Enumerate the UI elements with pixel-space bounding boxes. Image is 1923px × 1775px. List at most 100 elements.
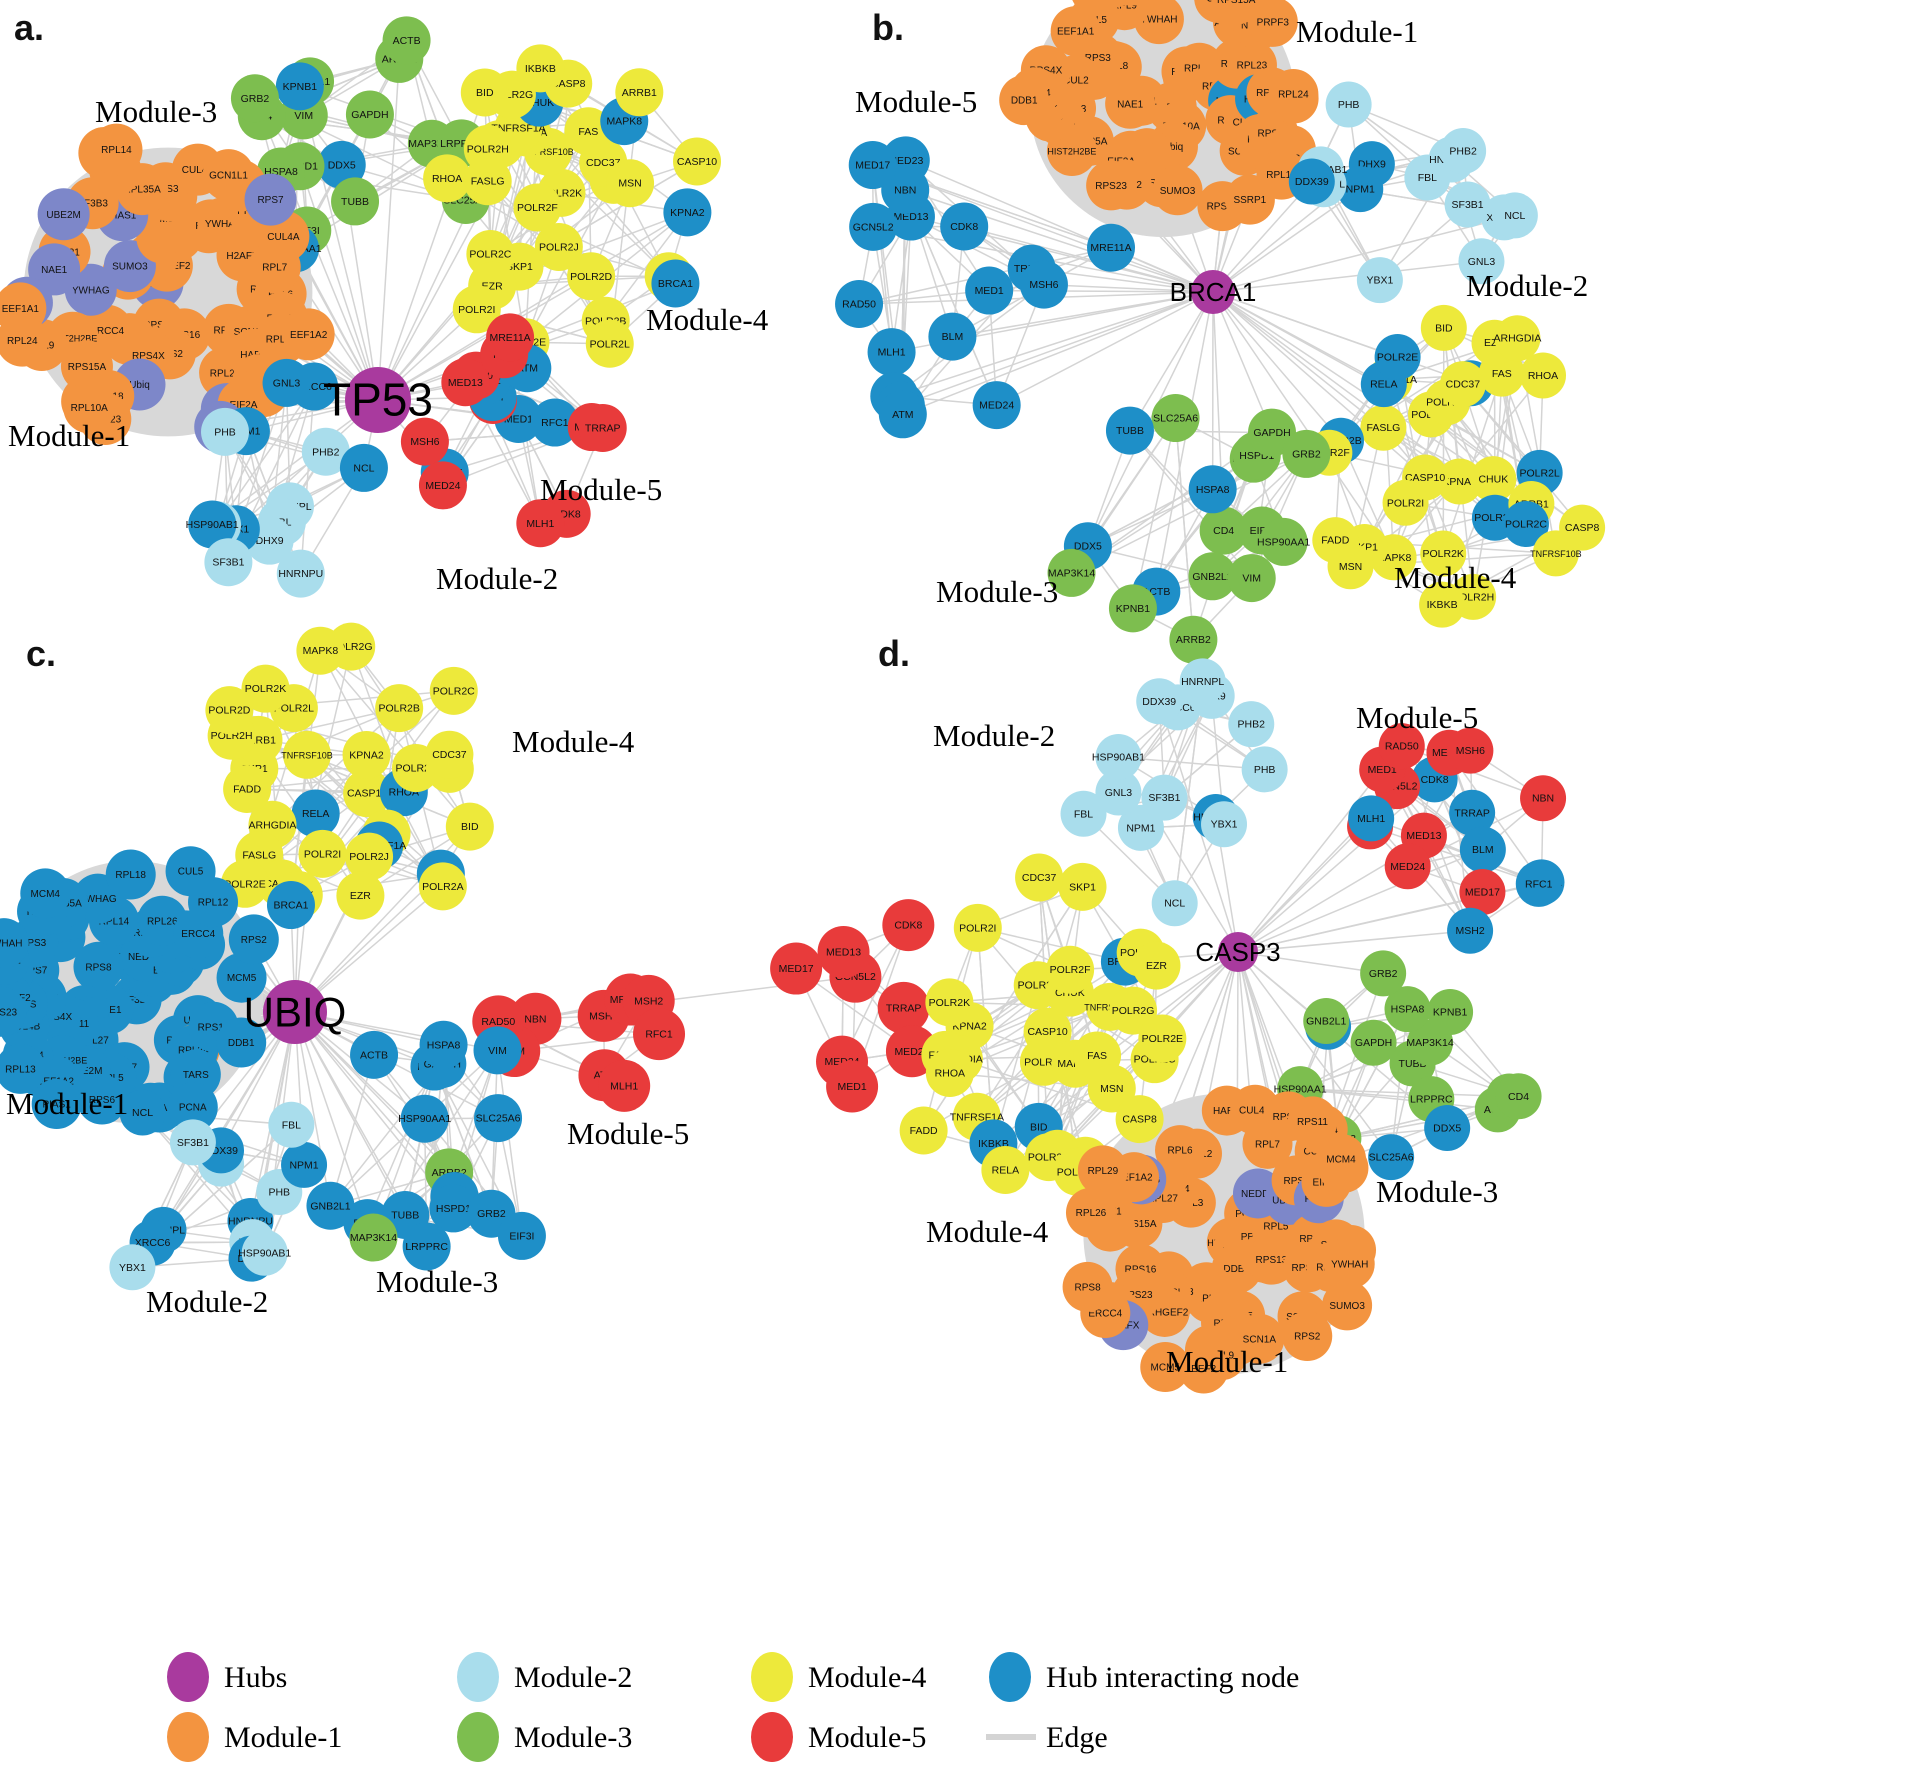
node-MED17[interactable]: MED17	[1459, 868, 1506, 915]
node-MSH6[interactable]: MSH6	[1019, 260, 1068, 309]
node-GNB2L1[interactable]: GNB2L1	[1188, 552, 1237, 601]
node-RAD50[interactable]: RAD50	[835, 280, 884, 329]
node-POLR2I[interactable]: POLR2I	[452, 285, 501, 334]
node-POLR2J[interactable]: POLR2J	[345, 832, 394, 881]
node-NPM1[interactable]: NPM1	[1117, 804, 1164, 851]
node-YBX1[interactable]: YBX1	[1201, 801, 1248, 848]
node-BRCA1[interactable]: BRCA1	[266, 881, 315, 930]
node-RPL24[interactable]: RPL24	[0, 314, 49, 367]
node-GAPDH[interactable]: GAPDH	[345, 90, 394, 139]
node-ACTB[interactable]: ACTB	[382, 16, 431, 65]
node-CDK8[interactable]: CDK8	[940, 202, 989, 251]
node-TRRAP[interactable]: TRRAP	[578, 403, 627, 452]
node-HSPA8[interactable]: HSPA8	[1384, 986, 1431, 1033]
hub-node-UBIQ[interactable]: UBIQ	[244, 980, 347, 1044]
node-BID[interactable]: BID	[460, 68, 509, 117]
node-BID[interactable]: BID	[445, 802, 494, 851]
node-EZR[interactable]: EZR	[336, 871, 385, 920]
node-KPNA2[interactable]: KPNA2	[1436, 458, 1483, 505]
node-RPS8[interactable]: RPS8	[1062, 1261, 1113, 1312]
node-DDX39[interactable]: DDX39	[1136, 678, 1183, 725]
node-GRB2[interactable]: GRB2	[230, 74, 279, 123]
node-ARRB2[interactable]: ARRB2	[1169, 615, 1218, 664]
node-GRB2[interactable]: GRB2	[1282, 429, 1331, 478]
node-EEF2[interactable]: EEF2	[1178, 1343, 1229, 1394]
node-PHB2[interactable]: PHB2	[1228, 701, 1275, 748]
node-CASP8[interactable]: CASP8	[1559, 504, 1606, 551]
node-FASLG[interactable]: FASLG	[1360, 404, 1407, 451]
node-POLR2I[interactable]: POLR2I	[1382, 479, 1429, 526]
node-DDX39[interactable]: DDX39	[1288, 158, 1335, 205]
node-HSPA8[interactable]: HSPA8	[1188, 465, 1237, 514]
node-ARHGDIA[interactable]: ARHGDIA	[1494, 315, 1542, 362]
node-ATM[interactable]: ATM	[878, 390, 927, 439]
node-RFC1[interactable]: RFC1	[530, 398, 579, 447]
node-RPS8[interactable]: RPS8	[73, 941, 124, 992]
node-SCN1A[interactable]: SCN1A	[1234, 1313, 1285, 1364]
node-RELA[interactable]: RELA	[291, 789, 340, 838]
node-MCM5[interactable]: MCM5	[1140, 1342, 1191, 1393]
node-CASP8[interactable]: CASP8	[1115, 1095, 1164, 1144]
node-POLR2K[interactable]: POLR2K	[1420, 530, 1467, 577]
node-MED17[interactable]: MED17	[770, 942, 823, 995]
node-POLR2C[interactable]: POLR2C	[1502, 501, 1549, 548]
node-MAP3K14[interactable]: MAP3K14	[349, 1213, 398, 1262]
node-MLH1[interactable]: MLH1	[598, 1059, 651, 1112]
node-RAD50[interactable]: RAD50	[1378, 723, 1425, 770]
node-RPL14[interactable]: RPL14	[90, 123, 143, 176]
node-POLR2E[interactable]: POLR2E	[1138, 1014, 1187, 1063]
node-GAPDH[interactable]: GAPDH	[1248, 408, 1297, 457]
node-CHUK[interactable]: CHUK	[1470, 456, 1517, 503]
node-LRPPRC[interactable]: LRPPRC	[402, 1222, 451, 1271]
node-POLR2F[interactable]: POLR2F	[513, 183, 562, 232]
node-KPNB1[interactable]: KPNB1	[1108, 584, 1157, 633]
node-FBL[interactable]: FBL	[268, 1101, 315, 1148]
node-RFC1[interactable]: RFC1	[1515, 860, 1562, 907]
node-POLR2L[interactable]: POLR2L	[585, 319, 634, 368]
node-RPL13[interactable]: RPL13	[0, 1043, 46, 1094]
node-RELA[interactable]: RELA	[981, 1145, 1030, 1194]
node-MCM5[interactable]: MCM5	[1070, 0, 1120, 15]
node-POLR2J[interactable]: POLR2J	[534, 222, 583, 271]
node-BLM[interactable]: BLM	[928, 312, 977, 361]
node-DDX5[interactable]: DDX5	[317, 140, 366, 189]
node-POLR2D[interactable]: POLR2D	[205, 686, 254, 735]
node-RFC1[interactable]: RFC1	[633, 1008, 686, 1061]
node-KPNB1[interactable]: KPNB1	[275, 62, 324, 111]
node-POLR2I[interactable]: POLR2I	[953, 903, 1002, 952]
node-MED24[interactable]: MED24	[972, 381, 1021, 430]
node-POLR2F[interactable]: POLR2F	[1046, 945, 1095, 994]
node-GNB2L1[interactable]: GNB2L1	[306, 1181, 355, 1230]
node-MSH6[interactable]: MSH6	[1447, 727, 1494, 774]
node-MED13[interactable]: MED13	[441, 358, 490, 407]
node-NCL[interactable]: NCL	[1151, 880, 1198, 927]
node-BID[interactable]: BID	[1420, 304, 1467, 351]
node-MAP3K14[interactable]: MAP3K14	[1047, 548, 1096, 597]
node-KPNB1[interactable]: KPNB1	[1427, 988, 1474, 1035]
node-SKP1[interactable]: SKP1	[1058, 862, 1107, 911]
node-CDC37[interactable]: CDC37	[1015, 853, 1064, 902]
node-CD4[interactable]: CD4	[1495, 1073, 1542, 1120]
node-ACTB[interactable]: ACTB	[350, 1030, 399, 1079]
node-GRB2[interactable]: GRB2	[1360, 950, 1407, 997]
node-MCM5[interactable]: MCM5	[216, 952, 267, 1003]
node-GNL3[interactable]: GNL3	[262, 358, 311, 407]
node-POLR2C[interactable]: POLR2C	[429, 666, 478, 715]
node-EIF3I[interactable]: EIF3I	[497, 1211, 546, 1260]
node-MCM4[interactable]: MCM4	[20, 868, 71, 919]
node-RPS11[interactable]: RPS11	[1287, 1096, 1338, 1147]
node-FBL[interactable]: FBL	[1060, 790, 1107, 837]
hub-node-TP53[interactable]: TP53	[323, 367, 433, 433]
node-PCNA[interactable]: PCNA	[167, 1082, 218, 1133]
node-GNL3[interactable]: GNL3	[1095, 769, 1142, 816]
node-NCL[interactable]: NCL	[1491, 192, 1538, 239]
hub-node-CASP3[interactable]: CASP3	[1195, 932, 1281, 972]
node-NPM1[interactable]: NPM1	[1337, 166, 1384, 213]
node-KPNA2[interactable]: KPNA2	[342, 730, 391, 779]
node-POLR2B[interactable]: POLR2B	[375, 684, 424, 733]
node-MLH1[interactable]: MLH1	[867, 328, 916, 377]
node-MED17[interactable]: MED17	[848, 141, 897, 190]
node-NBN[interactable]: NBN	[1520, 775, 1567, 822]
node-KPNA2[interactable]: KPNA2	[663, 188, 712, 237]
node-IKBKB[interactable]: IKBKB	[516, 44, 565, 93]
